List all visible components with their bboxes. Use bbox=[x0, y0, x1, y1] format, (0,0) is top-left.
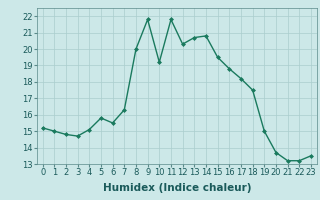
X-axis label: Humidex (Indice chaleur): Humidex (Indice chaleur) bbox=[102, 183, 251, 193]
